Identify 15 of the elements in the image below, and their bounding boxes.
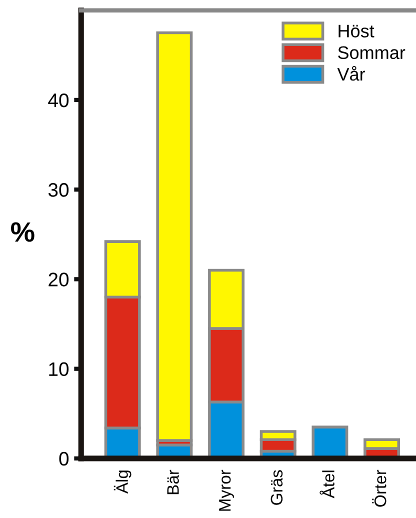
legend-label: Sommar	[338, 46, 406, 60]
legend-label: Höst	[338, 24, 374, 38]
y-axis-title: %	[11, 222, 34, 242]
x-tick-label: Åtel	[320, 470, 334, 498]
y-tick-label: 0	[59, 452, 69, 466]
x-tick-label: Gräs	[270, 470, 283, 505]
x-tick-label: Bär	[167, 470, 179, 494]
y-tick-label: 20	[48, 272, 69, 286]
y-tick-label: 10	[49, 362, 69, 376]
x-tick-label: Örter	[372, 470, 386, 507]
legend-label: Vår	[337, 66, 366, 81]
x-tick-label: Myror	[219, 470, 234, 511]
y-tick-label: 40	[48, 93, 69, 108]
x-tick-label: Älg	[114, 470, 132, 494]
y-tick-label: 30	[48, 183, 69, 197]
